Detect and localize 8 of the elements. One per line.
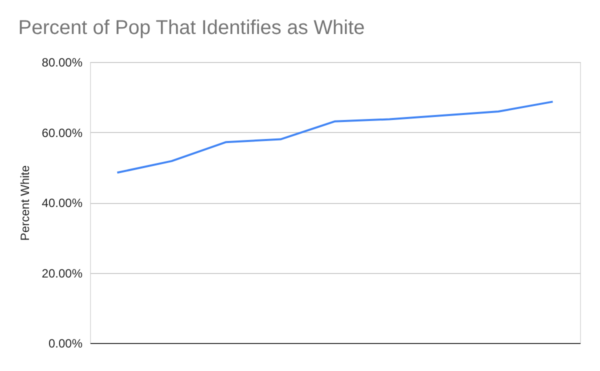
y-axis-title: Percent White [18, 165, 32, 241]
line-series [116, 100, 554, 174]
y-tick-label: 40.00% [42, 196, 83, 210]
y-tick-label: 0.00% [48, 336, 83, 350]
y-tick-label: 20.00% [42, 266, 83, 280]
y-tick-label: 80.00% [42, 56, 83, 70]
y-tick-label: 60.00% [42, 126, 83, 140]
chart-title: Percent of Pop That Identifies as White [18, 17, 365, 39]
